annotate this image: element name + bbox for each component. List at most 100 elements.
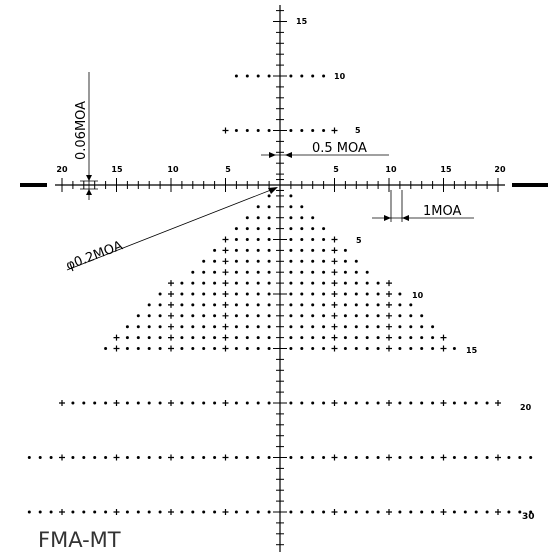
holdover-dot	[365, 281, 369, 285]
holdover-dot	[202, 336, 206, 340]
holdover-plus	[222, 345, 229, 352]
holdover-dot	[311, 456, 315, 459]
holdover-dot	[289, 194, 293, 198]
holdover-dot	[213, 314, 217, 318]
holdover-dot	[529, 510, 533, 514]
holdover-dot	[234, 281, 238, 285]
holdover-dot	[289, 336, 293, 340]
holdover-dot	[147, 347, 151, 350]
holdover-dot	[376, 510, 380, 514]
holdover-dot	[234, 259, 238, 263]
holdover-dot	[300, 216, 304, 220]
holdover-dot	[518, 456, 522, 459]
holdover-dot	[431, 510, 435, 514]
holdover-dot	[409, 456, 413, 459]
holdover-plus	[331, 127, 338, 134]
holdover-dot	[289, 325, 293, 329]
holdover-dot	[354, 347, 358, 350]
holdover-dot	[267, 401, 271, 405]
holdover-dot	[398, 314, 402, 318]
holdover-dot	[354, 510, 358, 514]
holdover-dot	[354, 303, 358, 307]
holdover-dot	[213, 325, 217, 329]
holdover-dots	[27, 74, 533, 515]
holdover-dot	[234, 336, 238, 340]
holdover-dot	[267, 336, 271, 340]
holdover-dot	[267, 259, 271, 263]
holdover-dot	[343, 325, 347, 329]
holdover-dot	[245, 510, 249, 514]
holdover-dot	[191, 456, 195, 459]
reticle-name: FMA-MT	[38, 528, 121, 552]
holdover-dot	[420, 314, 424, 318]
holdover-dot	[398, 456, 402, 459]
holdover-plus	[331, 236, 338, 243]
holdover-dot	[289, 303, 293, 307]
holdover-dot	[289, 401, 293, 405]
holdover-dot	[322, 259, 326, 263]
holdover-dot	[300, 248, 304, 252]
holdover-dot	[267, 194, 271, 198]
holdover-dot	[267, 74, 271, 78]
holdover-dot	[300, 510, 304, 514]
holdover-dot	[289, 129, 293, 132]
holdover-plus	[386, 345, 392, 352]
holdover-dot	[256, 456, 260, 459]
holdover-dot	[125, 456, 129, 459]
holdover-dot	[256, 270, 260, 274]
holdover-dot	[289, 259, 293, 263]
holdover-plus	[222, 312, 229, 319]
holdover-dot	[300, 292, 304, 296]
holdover-dot	[398, 336, 402, 340]
holdover-plus	[331, 258, 338, 265]
holdover-dot	[245, 456, 249, 459]
holdover-dot	[136, 325, 140, 329]
holdover-dot	[322, 292, 326, 296]
holdover-dot	[376, 303, 380, 307]
holdover-dot	[343, 248, 347, 252]
holdover-dot	[376, 281, 380, 285]
holdover-plus	[59, 509, 65, 515]
holdover-dot	[311, 281, 315, 285]
holdover-dot	[289, 238, 293, 241]
holdover-dot	[343, 270, 347, 274]
holdover-dot	[202, 281, 206, 285]
holdover-dot	[452, 401, 456, 405]
holdover-dot	[398, 303, 402, 307]
holdover-dot	[420, 336, 424, 340]
holdover-dot	[452, 347, 456, 350]
holdover-dot	[267, 314, 271, 318]
one-moa-label: 1MOA	[423, 204, 461, 219]
holdover-dot	[125, 325, 129, 329]
v-label-up-10: 10	[334, 72, 346, 81]
holdover-dot	[125, 401, 129, 405]
holdover-dot	[322, 227, 326, 231]
holdover-dot	[82, 401, 86, 405]
holdover-dot	[322, 129, 326, 132]
holdover-dot	[322, 456, 326, 459]
holdover-dot	[311, 510, 315, 514]
holdover-dot	[398, 510, 402, 514]
holdover-dot	[452, 456, 456, 459]
v-label-up-5: 5	[355, 126, 361, 135]
holdover-dot	[311, 292, 315, 296]
holdover-dot	[431, 347, 435, 350]
holdover-dot	[158, 347, 162, 350]
holdover-dot	[322, 281, 326, 285]
holdover-dot	[93, 401, 97, 405]
holdover-dot	[518, 510, 522, 514]
holdover-dot	[245, 129, 249, 132]
holdover-dot	[289, 281, 293, 285]
holdover-dot	[234, 129, 238, 132]
holdover-dot	[256, 259, 260, 263]
holdover-plus	[386, 400, 392, 406]
holdover-dot	[300, 238, 304, 241]
holdover-dot	[245, 270, 249, 274]
holdover-dot	[158, 456, 162, 459]
holdover-dot	[256, 292, 260, 296]
holdover-dot	[213, 401, 217, 405]
holdover-dot	[202, 259, 206, 263]
holdover-dot	[234, 401, 238, 405]
holdover-plus	[386, 509, 392, 515]
holdover-plus	[222, 127, 229, 134]
